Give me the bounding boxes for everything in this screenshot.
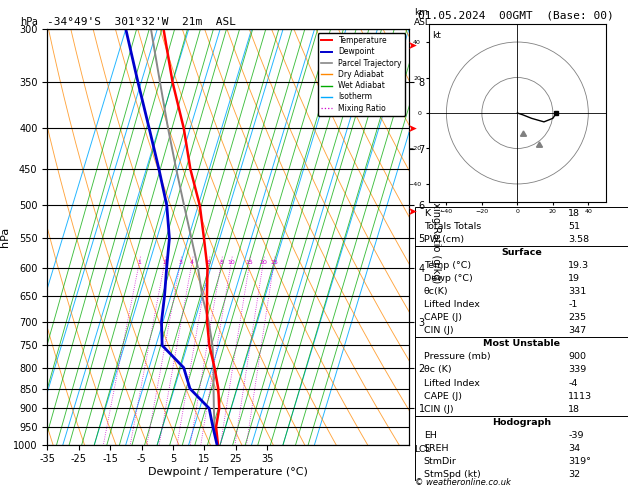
Text: LCL: LCL — [415, 445, 430, 454]
Text: -4: -4 — [568, 379, 577, 387]
Text: ➤: ➤ — [408, 124, 417, 134]
Text: 1: 1 — [137, 260, 142, 265]
Text: K: K — [424, 208, 430, 218]
Text: km
ASL: km ASL — [415, 8, 431, 27]
Text: 339: 339 — [568, 365, 586, 375]
Text: 01.05.2024  00GMT  (Base: 00): 01.05.2024 00GMT (Base: 00) — [418, 11, 614, 21]
Text: 18: 18 — [568, 405, 580, 414]
Text: 18: 18 — [568, 208, 580, 218]
Legend: Temperature, Dewpoint, Parcel Trajectory, Dry Adiabat, Wet Adiabat, Isotherm, Mi: Temperature, Dewpoint, Parcel Trajectory… — [318, 33, 405, 116]
Text: 19: 19 — [568, 274, 580, 283]
Text: StmSpd (kt): StmSpd (kt) — [424, 470, 481, 479]
Text: CIN (J): CIN (J) — [424, 326, 454, 335]
Text: 3.58: 3.58 — [568, 235, 589, 244]
Text: -1: -1 — [568, 300, 577, 309]
Text: CAPE (J): CAPE (J) — [424, 392, 462, 400]
Text: Lifted Index: Lifted Index — [424, 300, 479, 309]
Text: 319°: 319° — [568, 457, 591, 466]
Text: -34°49'S  301°32'W  21m  ASL: -34°49'S 301°32'W 21m ASL — [47, 17, 236, 27]
Text: EH: EH — [424, 431, 437, 440]
Text: 25: 25 — [270, 260, 278, 265]
Text: Most Unstable: Most Unstable — [483, 339, 560, 348]
Text: θᴄ (K): θᴄ (K) — [424, 365, 451, 375]
Text: ➤: ➤ — [408, 207, 417, 217]
Text: kt: kt — [432, 32, 441, 40]
Text: Temp (°C): Temp (°C) — [424, 261, 470, 270]
Text: θᴄ(K): θᴄ(K) — [424, 287, 448, 296]
Text: 4: 4 — [190, 260, 194, 265]
Text: SREH: SREH — [424, 444, 449, 453]
Text: Surface: Surface — [501, 248, 542, 257]
Text: 2: 2 — [163, 260, 167, 265]
Text: Pressure (mb): Pressure (mb) — [424, 352, 490, 362]
Text: 32: 32 — [568, 470, 581, 479]
Text: 900: 900 — [568, 352, 586, 362]
Text: 10: 10 — [227, 260, 235, 265]
Text: 1113: 1113 — [568, 392, 593, 400]
Text: CIN (J): CIN (J) — [424, 405, 454, 414]
Text: © weatheronline.co.uk: © weatheronline.co.uk — [415, 478, 511, 486]
Text: 8: 8 — [220, 260, 223, 265]
Text: -39: -39 — [568, 431, 584, 440]
Text: 3: 3 — [179, 260, 182, 265]
Text: 15: 15 — [246, 260, 253, 265]
X-axis label: Dewpoint / Temperature (°C): Dewpoint / Temperature (°C) — [148, 467, 308, 477]
Text: 347: 347 — [568, 326, 586, 335]
Text: 331: 331 — [568, 287, 586, 296]
Text: 6: 6 — [207, 260, 211, 265]
Text: Dewp (°C): Dewp (°C) — [424, 274, 472, 283]
Text: hPa: hPa — [20, 17, 38, 27]
Text: 235: 235 — [568, 313, 586, 322]
Text: Hodograph: Hodograph — [492, 418, 551, 427]
Y-axis label: hPa: hPa — [0, 227, 10, 247]
Text: 20: 20 — [259, 260, 267, 265]
Text: 34: 34 — [568, 444, 581, 453]
Text: StmDir: StmDir — [424, 457, 457, 466]
Text: 51: 51 — [568, 222, 580, 231]
Text: CAPE (J): CAPE (J) — [424, 313, 462, 322]
Text: Totals Totals: Totals Totals — [424, 222, 481, 231]
Text: PW (cm): PW (cm) — [424, 235, 464, 244]
Text: Lifted Index: Lifted Index — [424, 379, 479, 387]
Text: 19.3: 19.3 — [568, 261, 589, 270]
Y-axis label: Mixing Ratio (g/kg): Mixing Ratio (g/kg) — [431, 191, 442, 283]
Text: ➤: ➤ — [408, 41, 417, 51]
